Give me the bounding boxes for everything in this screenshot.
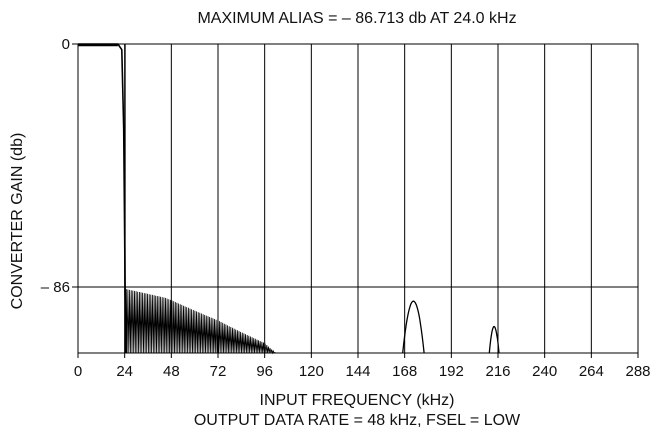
x-tick-label: 192 (439, 363, 464, 380)
x-tick-label: 24 (116, 363, 133, 380)
alias-ripple (124, 288, 276, 355)
alias-bump (402, 300, 425, 354)
y-axis-label: CONVERTER GAIN (db) (9, 133, 26, 310)
x-tick-label: 0 (74, 363, 82, 380)
x-tick-label: 144 (345, 363, 370, 380)
x-tick-label: 264 (579, 363, 604, 380)
series (78, 43, 500, 355)
y-tick-label: 0 (62, 36, 70, 53)
x-tick-label: 120 (299, 363, 324, 380)
y-tick-label: – 86 (41, 279, 70, 296)
x-axis-label: INPUT FREQUENCY (kHz) (260, 392, 455, 409)
x-tick-label: 168 (392, 363, 417, 380)
chart-title: MAXIMUM ALIAS = – 86.713 db AT 24.0 kHz (197, 10, 516, 27)
x-tick-label: 72 (210, 363, 227, 380)
tick-labels: 0 24 48 72 96 120 144 168 192 216 240 264 288 0 – 86 (41, 36, 651, 380)
x-tick-label: 240 (532, 363, 557, 380)
x-tick-label: 96 (256, 363, 273, 380)
passband-line (78, 43, 127, 354)
x-tick-label: 216 (485, 363, 510, 380)
grid (78, 44, 638, 353)
alias-bump (488, 325, 500, 354)
x-tick-label: 288 (625, 363, 650, 380)
chart-subtitle: OUTPUT DATA RATE = 48 kHz, FSEL = LOW (194, 412, 521, 429)
x-tick-label: 48 (163, 363, 180, 380)
